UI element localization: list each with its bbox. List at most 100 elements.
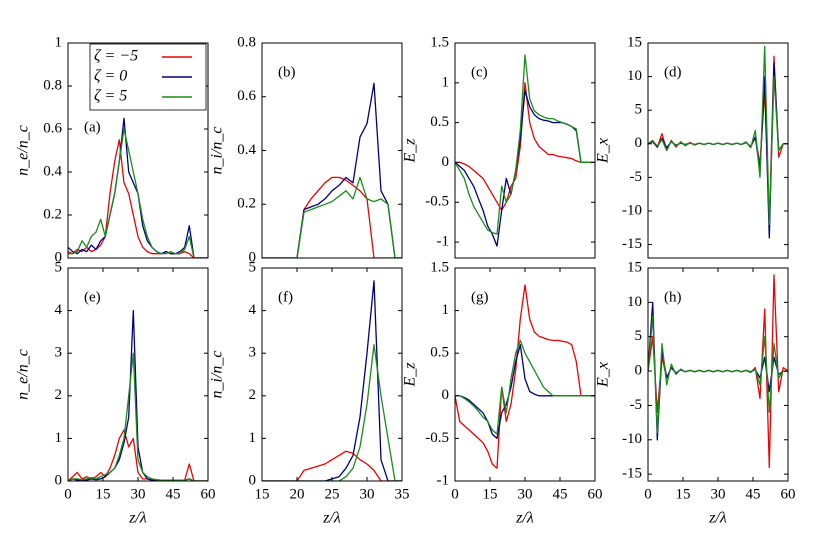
y-tick-label: 0: [249, 249, 257, 265]
y-tick-label: 0: [442, 387, 450, 403]
x-tick-label: 45: [166, 486, 181, 502]
x-tick-label: 30: [518, 486, 533, 502]
y-tick-label: 0.8: [237, 34, 256, 50]
y-tick-label: 0: [249, 472, 257, 488]
y-axis-label: E_x: [595, 138, 612, 164]
y-tick-label: -5: [630, 397, 643, 413]
series-line: [262, 176, 402, 258]
x-tick-label: 60: [588, 486, 603, 502]
x-tick-label: 60: [201, 486, 216, 502]
x-axis-label: z/λ: [708, 510, 727, 527]
y-tick-label: 0.4: [43, 163, 62, 179]
series-line: [455, 339, 595, 435]
y-tick-label: 4: [55, 302, 63, 318]
y-tick-label: 1: [442, 302, 450, 318]
legend: ζ = −5 ζ = 0 ζ = 5: [89, 43, 207, 111]
y-tick-label: 2: [249, 387, 257, 403]
panel-label: (f): [278, 289, 293, 305]
panel-label: (e): [84, 289, 101, 305]
panel: -1 -0.5 0 0.5 1 1.5 0 15 30 45 60 z/λ E_z (g): [402, 259, 603, 526]
y-tick-label: 0.6: [43, 120, 62, 136]
panel: -1 -0.5 0 0.5 1 1.5 E_z (c): [402, 34, 596, 259]
x-tick-label: 15: [255, 486, 270, 502]
y-axis-label: n_i/n_c: [209, 127, 226, 175]
y-tick-label: -1: [437, 472, 450, 488]
y-tick-label: 4: [249, 302, 257, 318]
y-tick-label: -15: [622, 236, 642, 252]
x-tick-label: 0: [451, 486, 459, 502]
y-axis-label: E_z: [402, 362, 419, 388]
series-line: [68, 128, 208, 258]
panel-label: (h): [664, 289, 682, 305]
x-tick-label: 45: [553, 486, 568, 502]
y-tick-label: 0.5: [430, 345, 449, 361]
x-tick-label: 60: [781, 486, 796, 502]
y-tick-label: -10: [622, 431, 642, 447]
y-tick-label: 1: [55, 34, 63, 50]
panel: -15 -10 -5 0 5 10 15 0 15 30 45 60 z/λ E_x (h): [595, 259, 796, 526]
y-tick-label: 0: [635, 363, 643, 379]
y-tick-label: 0: [442, 154, 450, 170]
x-axis-label: z/λ: [128, 510, 147, 527]
series-line: [262, 176, 402, 258]
series-line: [455, 284, 595, 469]
x-tick-label: 20: [290, 486, 305, 502]
y-tick-label: 0.2: [43, 206, 62, 222]
y-axis-label: n_i/n_c: [209, 351, 226, 399]
panel-label: (a): [84, 119, 101, 135]
series-line: [262, 82, 402, 258]
panel-label: (b): [278, 64, 296, 80]
series-line: [262, 344, 402, 481]
y-axis-label: E_x: [595, 362, 612, 388]
y-tick-label: 0.2: [237, 196, 256, 212]
y-tick-label: 0: [55, 472, 63, 488]
x-tick-label: 30: [711, 486, 726, 502]
x-tick-label: 30: [360, 486, 375, 502]
y-tick-label: 15: [627, 259, 642, 275]
y-tick-label: 15: [627, 34, 642, 50]
frame: [454, 42, 596, 259]
y-tick-label: 1.5: [430, 259, 449, 275]
x-tick-label: 0: [64, 486, 72, 502]
y-tick-label: 0.4: [237, 142, 256, 158]
y-tick-label: 0.5: [430, 114, 449, 130]
legend-label: ζ = 5: [94, 88, 127, 105]
y-tick-label: -15: [622, 466, 642, 482]
y-tick-label: 3: [55, 345, 63, 361]
y-tick-label: -10: [622, 202, 642, 218]
panel: 0 1 2 3 4 5 15 20 25 30 35 z/λ n_i/n_c (f): [209, 259, 410, 526]
y-tick-label: 0.6: [237, 88, 256, 104]
legend-label: ζ = −5: [94, 48, 138, 65]
series-line: [455, 54, 595, 235]
panel-label: (g): [471, 289, 489, 305]
series-line: [648, 315, 788, 434]
x-tick-label: 15: [96, 486, 111, 502]
x-tick-label: 30: [131, 486, 146, 502]
series-line: [262, 280, 402, 481]
y-axis-label: n_e/n_c: [15, 125, 32, 176]
series-line: [648, 45, 788, 226]
x-tick-label: 25: [325, 486, 340, 502]
x-tick-label: 35: [395, 486, 410, 502]
y-tick-label: 5: [55, 259, 63, 275]
y-axis-label: E_z: [402, 138, 419, 164]
frame: [67, 42, 209, 259]
series-line: [455, 90, 595, 247]
y-tick-label: 10: [627, 68, 642, 84]
panel: -15 -10 -5 0 5 10 15 E_x (d): [595, 34, 789, 259]
panel: 0 0.2 0.4 0.6 0.8 n_i/n_c (b): [209, 34, 403, 265]
panel-label: (d): [664, 64, 682, 80]
y-tick-label: -0.5: [425, 194, 449, 210]
series-line: [262, 450, 402, 481]
y-tick-label: 5: [635, 102, 643, 118]
y-tick-label: 0.8: [43, 77, 62, 93]
y-tick-label: -1: [437, 234, 450, 250]
series-line: [455, 344, 595, 440]
series-line: [68, 139, 208, 258]
x-tick-label: 45: [746, 486, 761, 502]
y-tick-label: 2: [55, 387, 63, 403]
y-tick-label: 10: [627, 294, 642, 310]
legend-label: ζ = 0: [94, 68, 127, 85]
x-tick-label: 15: [483, 486, 498, 502]
